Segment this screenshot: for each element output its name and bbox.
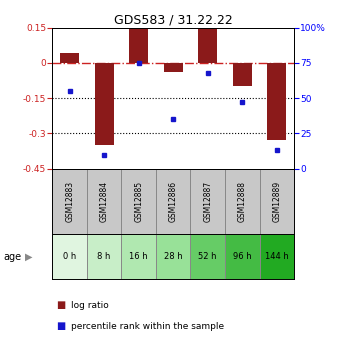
Text: percentile rank within the sample: percentile rank within the sample (71, 322, 224, 331)
Bar (87, 234, 121, 279)
Bar (164, 63, 183, 72)
Text: GSM12885: GSM12885 (134, 181, 143, 222)
Text: 52 h: 52 h (198, 252, 217, 261)
Text: GSM12887: GSM12887 (203, 181, 212, 222)
Bar (260, 234, 294, 279)
Text: 96 h: 96 h (233, 252, 251, 261)
Text: GSM12886: GSM12886 (169, 181, 178, 222)
Text: GSM12884: GSM12884 (100, 181, 109, 222)
Bar (60, 53, 79, 63)
Text: GSM12888: GSM12888 (238, 181, 247, 222)
Text: 28 h: 28 h (164, 252, 183, 261)
Bar (233, 63, 252, 86)
Text: age: age (3, 252, 22, 262)
Text: GSM12889: GSM12889 (272, 181, 281, 222)
Bar (121, 234, 156, 279)
Text: ▶: ▶ (25, 252, 33, 262)
Bar (267, 63, 286, 140)
Text: log ratio: log ratio (71, 301, 109, 310)
Text: ■: ■ (56, 300, 65, 310)
Text: GSM12883: GSM12883 (65, 181, 74, 222)
Text: 8 h: 8 h (97, 252, 111, 261)
Title: GDS583 / 31.22.22: GDS583 / 31.22.22 (114, 13, 233, 27)
Text: 16 h: 16 h (129, 252, 148, 261)
Text: ■: ■ (56, 321, 65, 331)
Bar (156, 234, 191, 279)
Bar (191, 234, 225, 279)
Bar (52, 234, 87, 279)
Bar (198, 28, 217, 63)
Bar (225, 234, 260, 279)
Bar (95, 63, 114, 145)
Bar (129, 28, 148, 63)
Text: 0 h: 0 h (63, 252, 76, 261)
Text: 144 h: 144 h (265, 252, 289, 261)
